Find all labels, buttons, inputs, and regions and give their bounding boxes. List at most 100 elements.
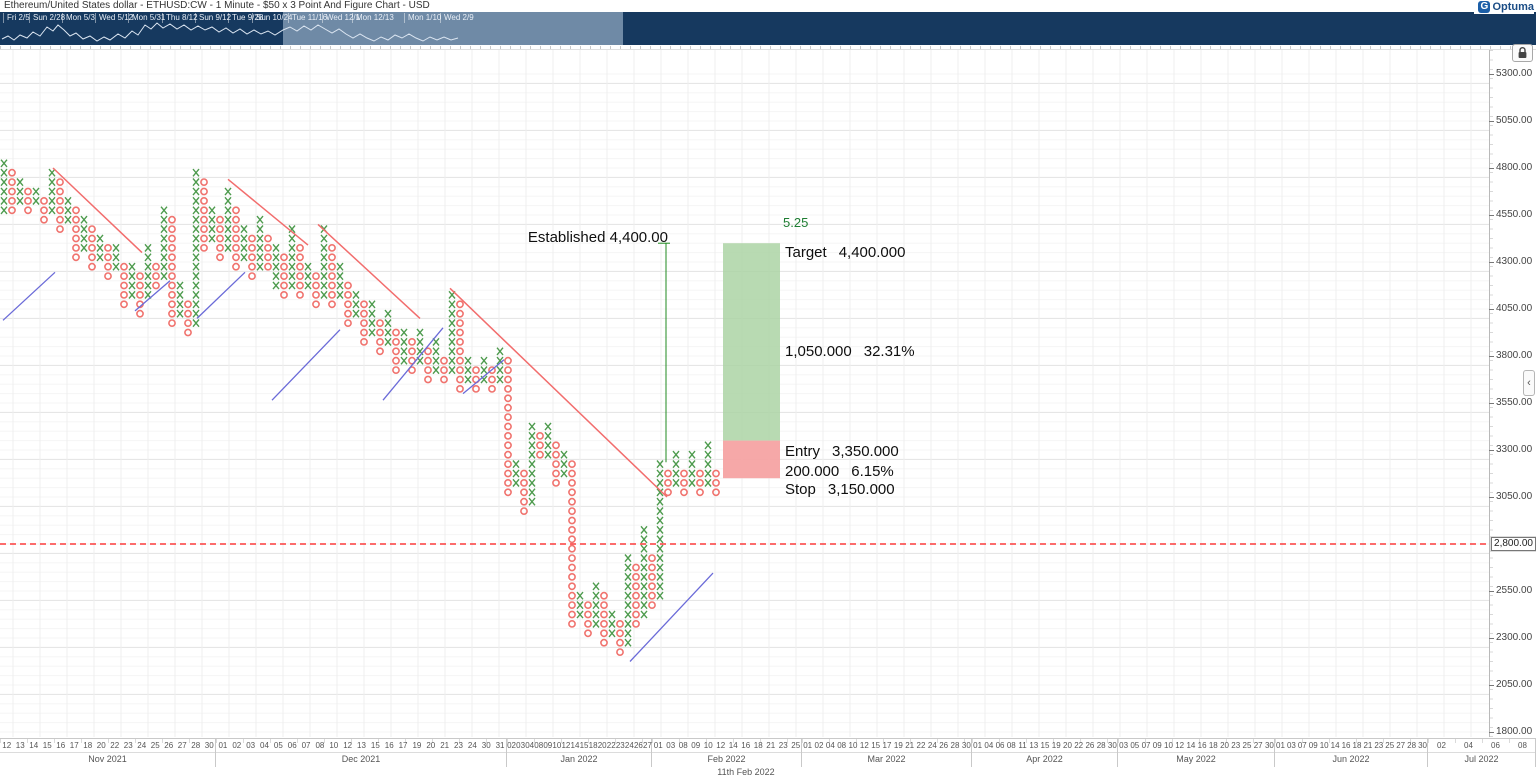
date-axis-day-label: 15: [42, 741, 52, 750]
trade-risk-percent: 6.15%: [851, 463, 894, 480]
chart-title-bar: Ethereum/United States dollar - ETHUSD:C…: [0, 0, 1536, 12]
trade-reward-percent: 32.31%: [863, 343, 915, 360]
trade-target-row[interactable]: Target 4,400.000: [785, 244, 905, 261]
date-axis-day-label: 14: [728, 741, 738, 750]
trade-stop-row[interactable]: Stop 3,150.000: [785, 481, 895, 498]
date-axis-day-row: 01 04 06 08 11 13 15 19 20 22 26 28 30: [972, 739, 1117, 753]
date-axis-day-label: 26: [633, 741, 643, 750]
risk-reward-ratio-label[interactable]: 5.25: [783, 215, 809, 230]
date-axis-day-label: 26: [1085, 741, 1095, 750]
price-axis-label: 2550.00: [1488, 585, 1533, 596]
date-axis-day-label: 22: [110, 741, 120, 750]
optuma-logo-icon: G: [1478, 1, 1491, 13]
date-axis-day-label: 02: [232, 741, 242, 750]
date-axis-month-band: 03 05 07 09 10 12 14 16 18 20 23 25 27 30 May 2022: [1118, 739, 1275, 767]
chevron-left-icon: ‹: [1527, 377, 1531, 389]
trade-entry-label: Entry: [785, 443, 821, 460]
established-annotation-label[interactable]: Established 4,400.00: [527, 229, 668, 246]
date-axis-day-label: 30: [1264, 741, 1274, 750]
date-axis-day-label: 28: [1096, 741, 1106, 750]
date-axis-day-label: 12: [1175, 741, 1185, 750]
date-axis-day-label: 04: [984, 741, 994, 750]
date-axis-day-label: 18: [588, 741, 598, 750]
date-axis-day-label: 30: [204, 741, 214, 750]
navigator-sparkline: [1, 22, 459, 42]
date-axis-day-label: 01: [653, 741, 663, 750]
date-axis-month-label: Apr 2022: [1026, 754, 1063, 764]
date-axis-day-label: 16: [1197, 741, 1207, 750]
date-axis-day-label: 16: [384, 741, 394, 750]
date-axis-day-label: 10: [552, 741, 562, 750]
date-axis-day-row: 01 02 03 04 05 06 07 08 10 12 13 15 16 17 19 20 21 23 24 30…: [216, 739, 506, 753]
collapse-panel-button[interactable]: ‹: [1523, 370, 1535, 396]
date-axis-day-label: 31: [495, 741, 505, 750]
date-axis-day-label: 19: [1051, 741, 1061, 750]
date-axis-day-label: 07: [1297, 741, 1307, 750]
price-axis-label: 3550.00: [1488, 397, 1533, 408]
date-axis-day-label: 21: [905, 741, 915, 750]
date-axis-month-label: Dec 2021: [341, 754, 381, 764]
price-axis-label: 4550.00: [1488, 209, 1533, 220]
navigator-date-label: Wed 2/9: [440, 13, 474, 23]
date-axis-day-label: 24: [467, 741, 477, 750]
timeline-navigator[interactable]: Fri 2/5 Sun 2/28 Mon 5/3 Wed 5/12 Mon 5/31 Th…: [0, 12, 1536, 45]
date-axis-day-label: 30: [1107, 741, 1117, 750]
date-axis-day-label: 15: [871, 741, 881, 750]
date-axis-month-label: Feb 2022: [707, 754, 746, 764]
navigator-date-label: Wed 5/12: [95, 13, 133, 23]
date-axis-day-label: 14: [1330, 741, 1340, 750]
date-axis-day-label: 16: [56, 741, 66, 750]
trade-risk-amount: 200.000: [785, 463, 840, 480]
date-axis-day-label: 25: [1385, 741, 1395, 750]
date-axis-day-label: 08: [1006, 741, 1016, 750]
date-axis-day-label: 23: [1231, 741, 1241, 750]
date-axis-day-label: 20: [426, 741, 436, 750]
date-axis-day-label: 18: [753, 741, 763, 750]
date-axis-month-band: 02 03 04 08 09 10 12 14 15 18 20 22 23 24 26 27 Jan 2022: [507, 739, 652, 767]
date-axis-day-label: 10: [703, 741, 713, 750]
date-axis-day-label: 13: [15, 741, 25, 750]
date-axis-day-label: 01: [1276, 741, 1285, 750]
date-axis-month-label: May 2022: [1176, 754, 1216, 764]
date-axis-day-row: 01 02 04 08 10 12 15 17 19 21 22 24 26 28 30: [802, 739, 971, 753]
date-axis-day-label: 03: [666, 741, 676, 750]
date-axis-day-label: 04: [1464, 741, 1473, 750]
optuma-logo: G Optuma: [1474, 0, 1534, 14]
date-axis-day-label: 02: [814, 741, 824, 750]
date-axis-day-row: 01 03 07 09 10 14 16 18 21 23 25 27 28 30: [1275, 739, 1427, 753]
date-axis-day-label: 27: [1396, 741, 1406, 750]
navigator-date-label: Sun 2/28: [29, 13, 65, 23]
date-axis-day-label: 30: [961, 741, 971, 750]
date-axis-day-label: 17: [69, 741, 79, 750]
trade-entry-row[interactable]: Entry 3,350.000: [785, 443, 899, 460]
date-axis-day-row: 03 05 07 09 10 12 14 16 18 20 23 25 27 30: [1118, 739, 1274, 753]
date-axis-month-band: 01 03 08 09 10 12 14 16 18 21 23 25 Feb 2022: [652, 739, 802, 767]
date-axis-day-label: 02: [1437, 741, 1446, 750]
date-axis-day-label: 08: [837, 741, 847, 750]
date-axis-day-label: 20: [597, 741, 607, 750]
date-axis-day-label: 25: [791, 741, 801, 750]
price-axis-label: 2300.00: [1488, 632, 1533, 643]
lock-button[interactable]: [1512, 44, 1533, 62]
price-level-label-2800[interactable]: 2,800.00: [1490, 536, 1536, 552]
navigator-date-label: Mon 12/13: [352, 13, 394, 23]
trade-risk-row[interactable]: 200.000 6.15%: [785, 463, 894, 480]
trade-entry-value: 3,350.000: [832, 443, 899, 460]
date-axis-day-label: 03: [1119, 741, 1129, 750]
date-axis-day-label: 10: [329, 741, 339, 750]
date-axis-month-band: 01 03 07 09 10 14 16 18 21 23 25 27 28 30 Jun 2022: [1275, 739, 1428, 767]
date-axis-day-label: 28: [191, 741, 201, 750]
date-axis[interactable]: 12 13 14 15 16 17 18 20 22 23 24 25 26 27 28 30 Nov 2021…: [0, 738, 1536, 767]
date-axis-day-label: 12: [716, 741, 726, 750]
date-axis-month-band: 12 13 14 15 16 17 18 20 22 23 24 25 26 27 28 30 Nov 2021: [0, 739, 216, 767]
date-axis-day-label: 06: [1491, 741, 1500, 750]
date-axis-day-label: 20: [1063, 741, 1072, 750]
date-axis-day-label: 16: [741, 741, 751, 750]
date-axis-day-label: 08: [315, 741, 325, 750]
date-axis-month-label: Jul 2022: [1464, 754, 1499, 764]
trade-reward-amount: 1,050.000: [785, 343, 852, 360]
date-axis-day-label: 17: [882, 741, 892, 750]
date-axis-day-label: 18: [1352, 741, 1362, 750]
trade-reward-row[interactable]: 1,050.000 32.31%: [785, 343, 915, 360]
